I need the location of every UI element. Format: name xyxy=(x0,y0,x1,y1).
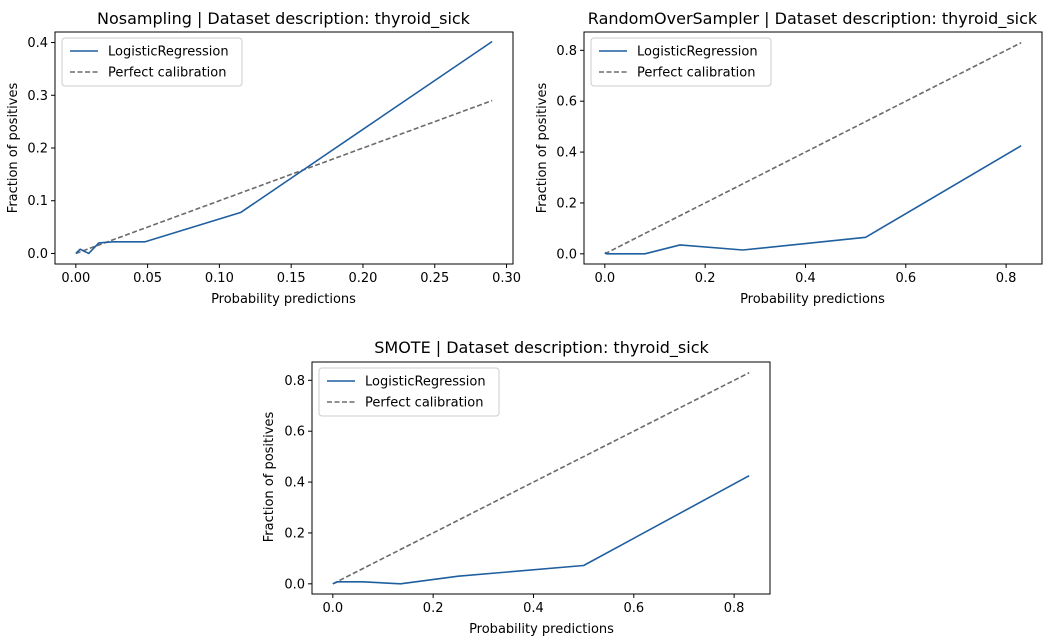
x-tick-label: 0.2 xyxy=(695,271,716,286)
chart-title: SMOTE | Dataset description: thyroid_sic… xyxy=(374,338,709,358)
legend-box xyxy=(590,37,772,87)
y-tick-label: 0.6 xyxy=(556,95,577,110)
legend-label: Perfect calibration xyxy=(108,66,226,81)
x-tick-label: 0.0 xyxy=(322,601,343,616)
y-tick-label: 0.8 xyxy=(284,374,305,389)
chart-title: RandomOverSampler | Dataset description:… xyxy=(588,9,1038,29)
x-tick-label: 0.05 xyxy=(133,271,162,286)
y-tick-label: 0.0 xyxy=(556,247,577,262)
plot-area: 0.0 0.2 0.4 0.6 0.8 0.0 0.2 0.4 0.6 0.8 LogisticRe… xyxy=(284,361,771,616)
legend-box xyxy=(61,37,243,87)
chart-panel-smote: SMOTE | Dataset description: thyroid_sic… xyxy=(262,338,771,637)
chart-panel-nosampling: Nosampling | Dataset description: thyroi… xyxy=(6,9,521,307)
x-tick-label: 0.6 xyxy=(623,601,644,616)
y-tick-label: 0.0 xyxy=(284,577,305,592)
model-calibration-line xyxy=(332,475,750,585)
model-calibration-line xyxy=(604,145,1022,255)
x-tick-label: 0.30 xyxy=(492,271,521,286)
perfect-calibration-line xyxy=(75,99,493,255)
y-tick-label: 0.4 xyxy=(556,146,577,161)
plot-area: 0.00 0.05 0.10 0.15 0.20 0.25 0.30 0.0 0.1 0.2 0.3… xyxy=(27,31,521,286)
y-axis-label: Fraction of positives xyxy=(535,83,550,214)
x-axis-label: Probability predictions xyxy=(469,622,614,637)
axes-frame xyxy=(311,361,771,595)
y-axis-label: Fraction of positives xyxy=(262,412,277,543)
y-axis-label: Fraction of positives xyxy=(6,83,21,214)
legend-label: LogisticRegression xyxy=(637,45,758,60)
y-tick-label: 0.2 xyxy=(27,142,48,157)
y-tick-label: 0.2 xyxy=(556,196,577,211)
y-tick-label: 0.4 xyxy=(27,36,48,51)
x-tick-label: 0.8 xyxy=(724,601,745,616)
x-tick-label: 0.25 xyxy=(420,271,449,286)
x-tick-label: 0.20 xyxy=(348,271,377,286)
y-tick-label: 0.3 xyxy=(27,89,48,104)
y-tick-label: 0.2 xyxy=(284,526,305,541)
x-axis-label: Probability predictions xyxy=(740,292,885,307)
y-tick-label: 0.0 xyxy=(27,247,48,262)
legend-label: LogisticRegression xyxy=(365,375,486,390)
y-tick-label: 0.6 xyxy=(284,425,305,440)
x-tick-label: 0.10 xyxy=(205,271,234,286)
chart-title: Nosampling | Dataset description: thyroi… xyxy=(97,9,471,29)
plot-area: 0.0 0.2 0.4 0.6 0.8 0.0 0.2 0.4 0.6 0.8 LogisticRe… xyxy=(556,31,1043,286)
x-axis-label: Probability predictions xyxy=(211,292,356,307)
y-tick-label: 0.8 xyxy=(556,44,577,59)
axes-frame xyxy=(583,31,1043,265)
x-tick-label: 0.0 xyxy=(594,271,615,286)
perfect-calibration-line xyxy=(604,41,1022,255)
legend-label: Perfect calibration xyxy=(365,396,483,411)
x-tick-label: 0.4 xyxy=(523,601,544,616)
x-tick-label: 0.6 xyxy=(895,271,916,286)
model-calibration-line xyxy=(75,40,493,255)
y-tick-label: 0.4 xyxy=(284,476,305,491)
x-tick-label: 0.8 xyxy=(996,271,1017,286)
legend-label: Perfect calibration xyxy=(637,66,755,81)
chart-panel-randomoversampler: RandomOverSampler | Dataset description:… xyxy=(535,9,1043,307)
x-tick-label: 0.2 xyxy=(423,601,444,616)
x-tick-label: 0.4 xyxy=(795,271,816,286)
y-tick-label: 0.1 xyxy=(27,194,48,209)
legend-label: LogisticRegression xyxy=(108,45,229,60)
x-tick-label: 0.00 xyxy=(61,271,90,286)
legend-box xyxy=(318,367,500,417)
perfect-calibration-line xyxy=(332,371,750,585)
x-tick-label: 0.15 xyxy=(277,271,306,286)
